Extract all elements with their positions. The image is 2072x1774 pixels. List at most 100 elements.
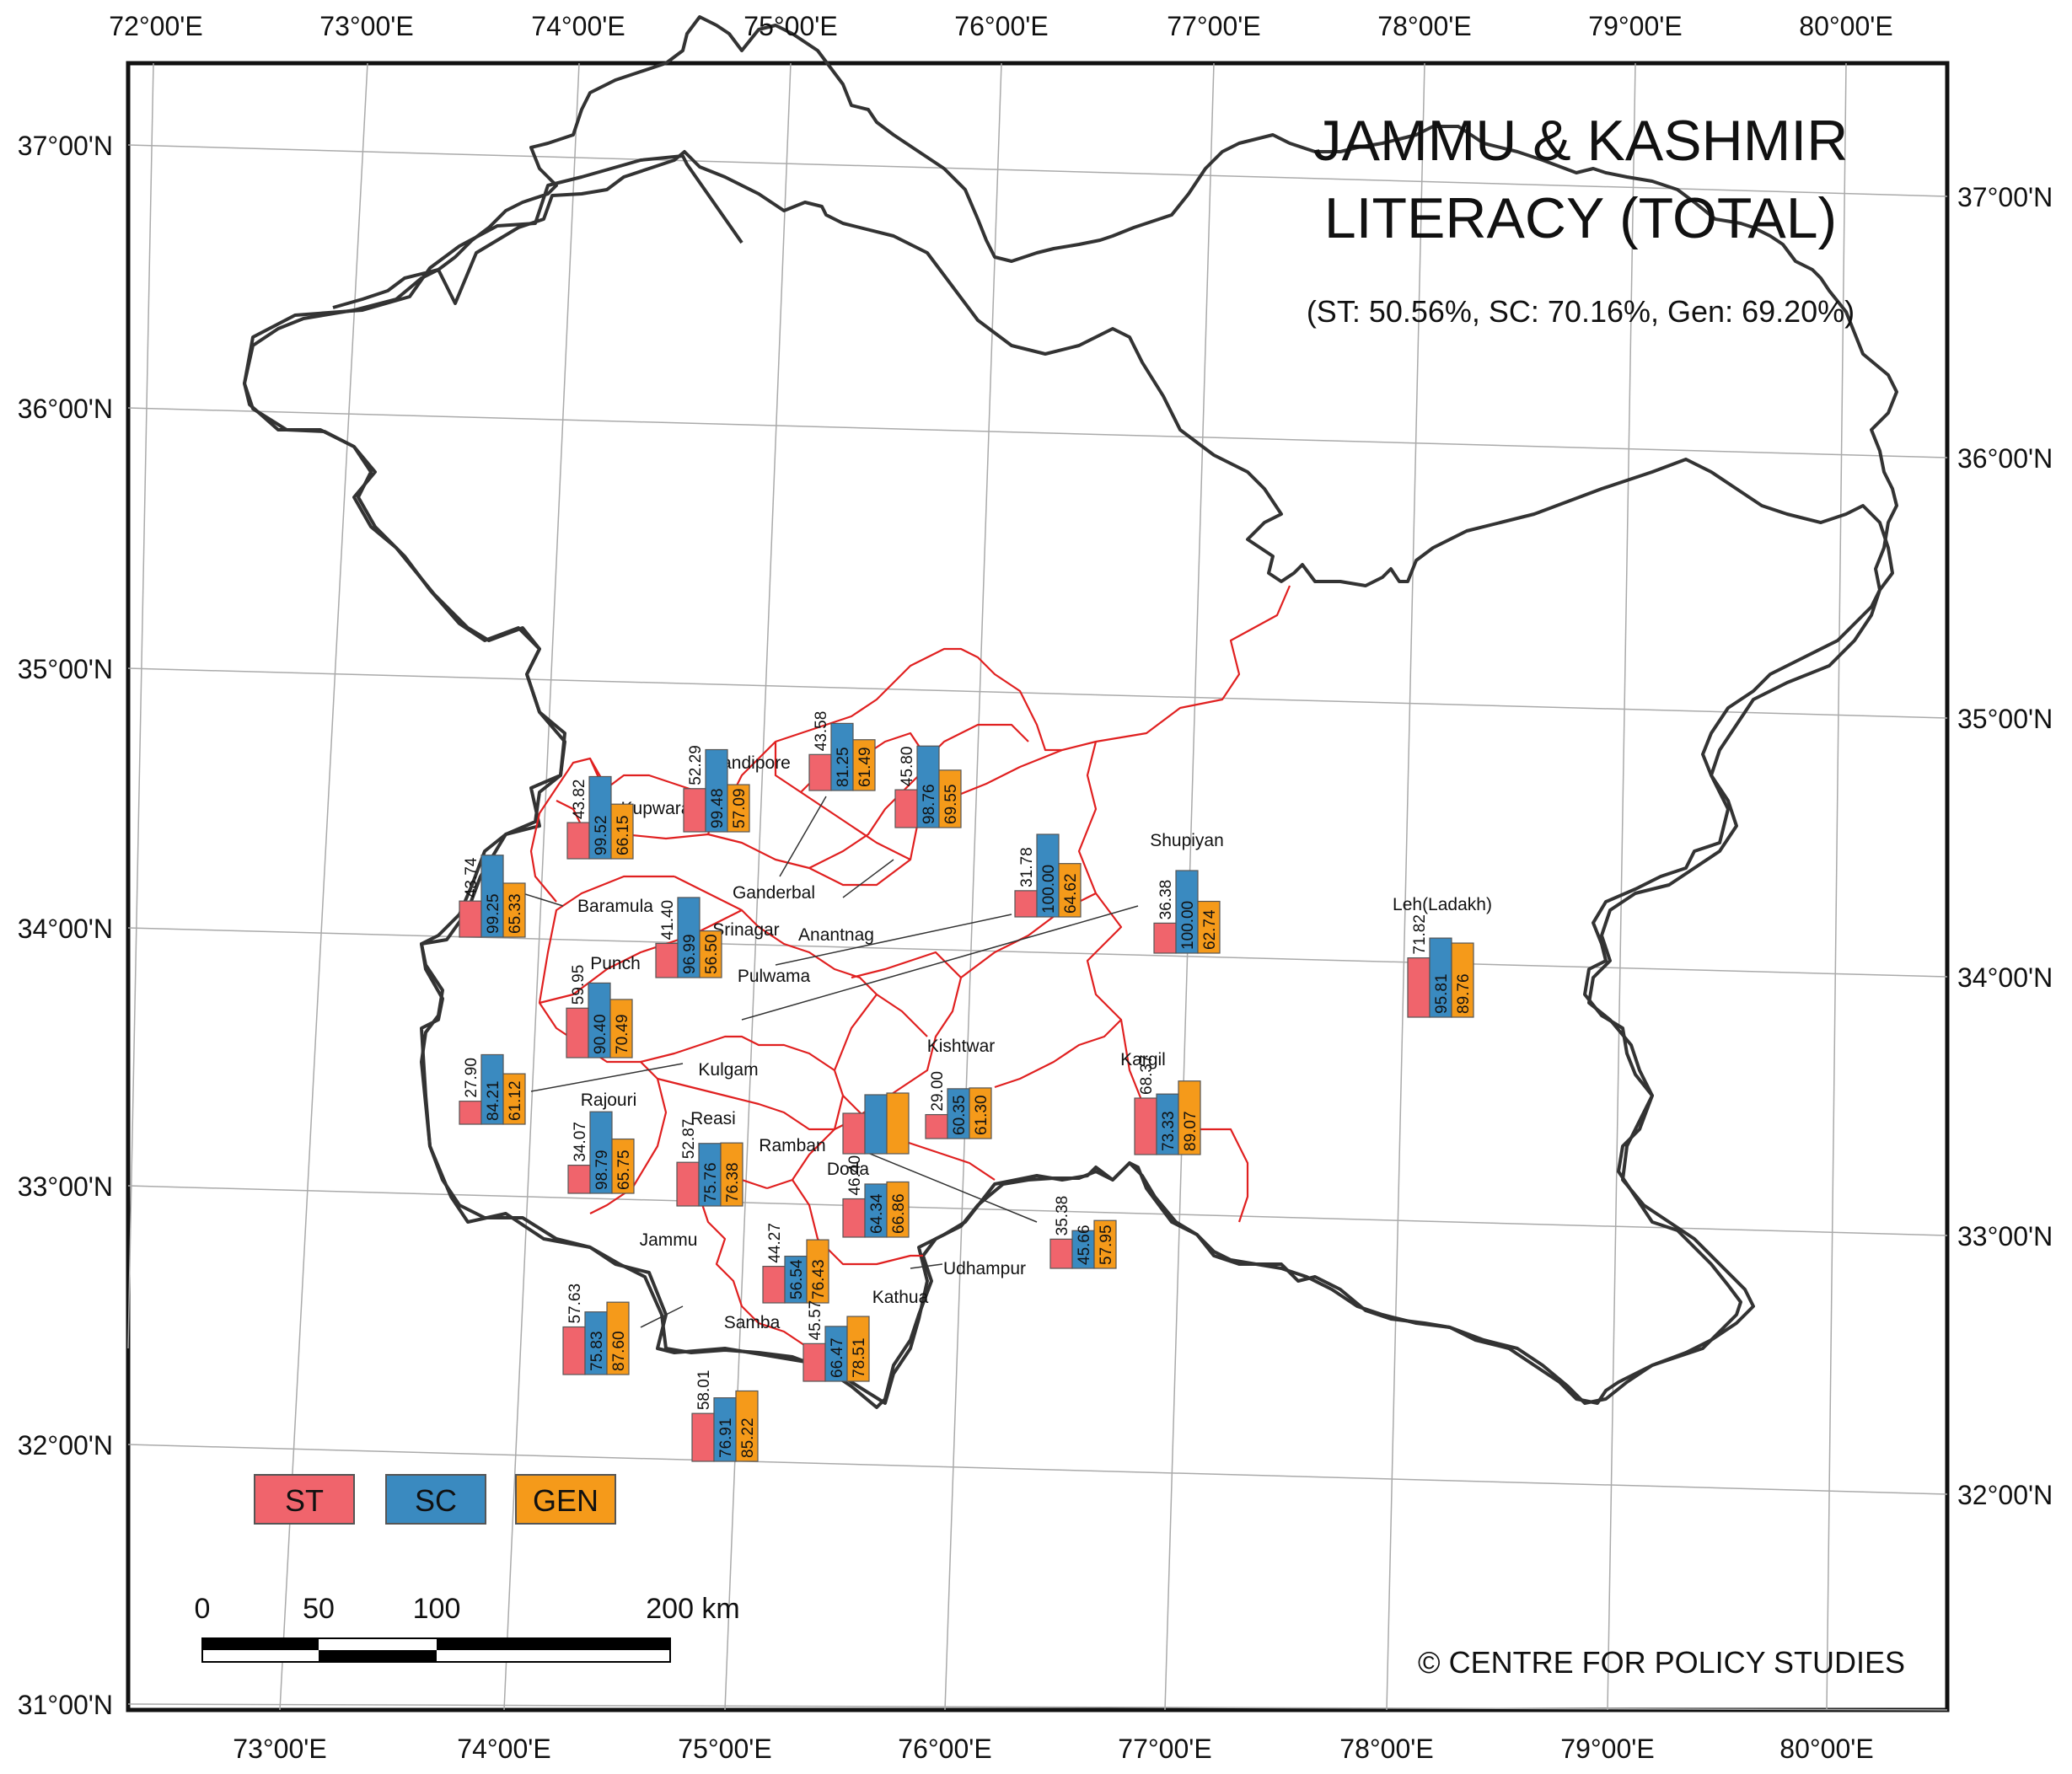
- district-label-reasi: Reasi: [690, 1109, 736, 1128]
- bar-value-gen: 65.33: [507, 893, 524, 934]
- bar-value-st: 68.37: [1138, 1054, 1156, 1095]
- bar-st: [655, 942, 679, 978]
- bar-sc: [1071, 1230, 1095, 1269]
- map-subtitle: (ST: 50.56%, SC: 70.16%, Gen: 69.20%): [1307, 294, 1855, 329]
- bar-value-gen: 62.74: [1201, 909, 1219, 950]
- bar-sc: [1429, 937, 1452, 1018]
- top-lon-label: 80°00'E: [1799, 11, 1892, 41]
- bar-gen: [606, 1301, 630, 1375]
- bar-gen: [502, 882, 526, 938]
- scale-label-50: 50: [303, 1593, 335, 1625]
- legend-sc-label: SC: [415, 1483, 457, 1518]
- coordinate-labels: 72°00'E 73°00'E 74°00'E 75°00'E 76°00'E 77°00…: [18, 11, 2053, 1764]
- bar-gen: [502, 1073, 526, 1125]
- bar-value-st: 45.80: [899, 747, 916, 787]
- bar-gen: [852, 739, 876, 791]
- bar-gen: [846, 1316, 870, 1382]
- bottom-lon-label: 75°00'E: [678, 1734, 771, 1764]
- scale-label-100: 100: [413, 1593, 461, 1625]
- bar-st: [842, 1198, 866, 1238]
- bar-st: [459, 900, 482, 938]
- bar-sc: [480, 1053, 504, 1125]
- scale-bar: 0 50 100 200 km: [195, 1593, 740, 1663]
- bar-value-sc: 56.54: [788, 1259, 806, 1300]
- bar-st: [566, 822, 590, 860]
- bar-gen: [720, 1142, 743, 1207]
- bar-value-st: 45.57: [807, 1300, 824, 1341]
- bar-value-sc: 98.76: [921, 784, 938, 824]
- map-title-line1: JAMMU & KASHMIR: [1313, 109, 1849, 173]
- bar-value-sc: 45.66: [1076, 1225, 1093, 1265]
- district-label-kishtwar: Kishtwar: [927, 1037, 996, 1056]
- bar-value-gen: 57.09: [731, 788, 749, 828]
- district-label-baramula: Baramula: [577, 897, 653, 916]
- district-label-kargil: Kargil: [1120, 1050, 1166, 1069]
- bar-gen: [806, 1239, 829, 1304]
- bar-value-gen: 89.76: [1455, 973, 1473, 1014]
- district-label-samba: Samba: [724, 1313, 781, 1332]
- bar-value-gen: 65.75: [615, 1150, 633, 1190]
- bar-value-sc: 96.99: [681, 934, 699, 974]
- bar-gen: [609, 999, 633, 1059]
- bottom-lon-label: 79°00'E: [1560, 1734, 1654, 1764]
- bar-value-sc: 75.83: [588, 1331, 606, 1371]
- bar-value-sc: 75.76: [702, 1162, 720, 1203]
- bar-value-sc: 98.79: [593, 1150, 611, 1190]
- bottom-lon-label: 74°00'E: [457, 1734, 550, 1764]
- bar-value-st: 71.82: [1411, 914, 1429, 955]
- bar-st: [567, 1165, 591, 1194]
- bar-sc: [784, 1255, 808, 1304]
- bar-value-gen: 56.50: [703, 934, 721, 974]
- bar-sc: [830, 722, 854, 791]
- bar-gen: [1058, 863, 1082, 918]
- legend-st-label: ST: [285, 1483, 324, 1518]
- district-label-kupwara: Kupwara: [621, 799, 691, 818]
- bottom-lon-label: 80°00'E: [1779, 1734, 1873, 1764]
- bar-value-st: 41.40: [659, 900, 677, 941]
- district-label-doda: Doda: [827, 1160, 870, 1179]
- bar-value-gen: 78.51: [851, 1337, 868, 1378]
- bar-value-st: 58.01: [695, 1370, 713, 1411]
- bar-gen: [1093, 1219, 1117, 1269]
- bar-value-sc: 66.47: [829, 1337, 846, 1378]
- bar-group-reasi: [842, 1092, 910, 1155]
- district-label-shupiyan: Shupiyan: [1150, 831, 1224, 850]
- bar-st: [802, 1343, 826, 1382]
- district-label-leh-ladakh-: Leh(Ladakh): [1393, 895, 1492, 914]
- bar-value-gen: 89.07: [1182, 1111, 1200, 1151]
- left-lat-label: 33°00'N: [18, 1171, 113, 1202]
- district-label-kulgam: Kulgam: [698, 1060, 758, 1080]
- district-label-anantnag: Anantnag: [798, 925, 874, 945]
- bar-value-st: 34.07: [572, 1122, 589, 1162]
- bar-sc: [698, 1143, 722, 1207]
- bar-value-gen: 61.12: [507, 1080, 524, 1121]
- district-label-pulwama: Pulwama: [738, 967, 811, 986]
- bar-sc: [584, 1311, 608, 1375]
- bar-sc: [916, 745, 940, 828]
- bar-gen: [699, 930, 722, 978]
- legend-gen-label: GEN: [533, 1483, 599, 1518]
- left-lat-label: 35°00'N: [18, 654, 113, 684]
- bar-sc: [677, 897, 701, 978]
- left-lat-label: 36°00'N: [18, 394, 113, 424]
- bar-group-samba: 45.57 66.47 78.51: [802, 1300, 870, 1382]
- bar-st: [1014, 890, 1038, 918]
- left-lat-label: 32°00'N: [18, 1430, 113, 1460]
- bar-gen: [1178, 1080, 1201, 1155]
- left-lat-label: 34°00'N: [18, 914, 113, 944]
- bar-sc: [1156, 1093, 1179, 1155]
- bar-value-st: 52.29: [687, 745, 705, 785]
- district-label-rajouri: Rajouri: [581, 1091, 637, 1110]
- bar-value-gen: 76.38: [724, 1162, 742, 1203]
- legend-sc-swatch: [385, 1474, 486, 1525]
- bar-value-st: 46.40: [846, 1155, 864, 1196]
